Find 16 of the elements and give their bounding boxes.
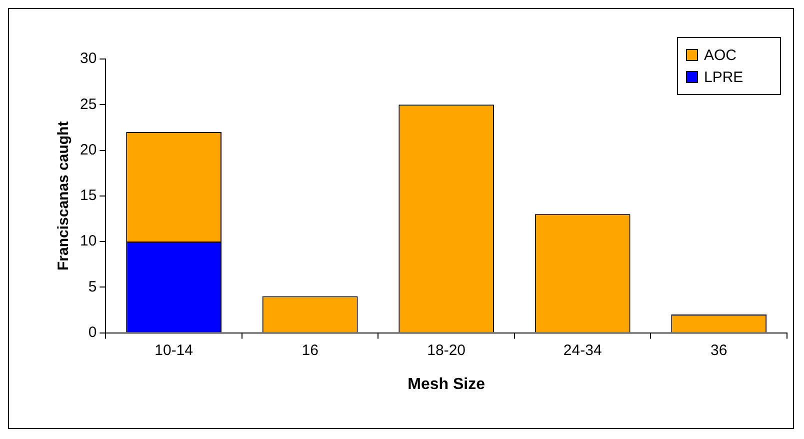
y-axis-title: Franciscanas caught xyxy=(55,121,72,271)
legend-label: AOC xyxy=(704,46,737,64)
y-tick-label: 5 xyxy=(88,278,97,296)
x-axis-title: Mesh Size xyxy=(408,376,486,393)
x-tick-label: 36 xyxy=(710,342,728,359)
legend-label: LPRE xyxy=(704,68,744,86)
y-tick-label: 25 xyxy=(80,96,97,113)
x-tick-label: 18-20 xyxy=(427,342,466,359)
x-tick-label: 10-14 xyxy=(154,342,194,359)
y-tick-label: 10 xyxy=(80,232,97,250)
y-tick-label: 0 xyxy=(88,324,97,341)
y-tick-label: 15 xyxy=(80,187,97,204)
x-tick-label: 24-34 xyxy=(563,342,602,359)
y-tick-label: 20 xyxy=(80,141,97,158)
y-tick-label: 30 xyxy=(80,50,97,68)
x-tick-label: 16 xyxy=(302,342,318,359)
